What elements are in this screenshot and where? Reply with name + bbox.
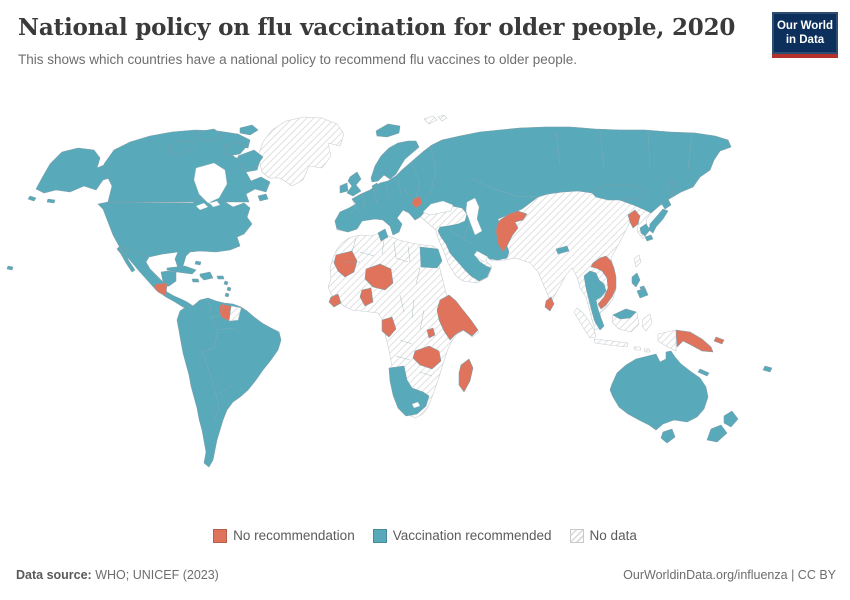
- owid-logo[interactable]: Our World in Data: [772, 12, 838, 58]
- region-nepal[interactable]: [555, 245, 570, 255]
- region-tasmania[interactable]: [660, 428, 676, 444]
- region-usa[interactable]: [97, 196, 253, 269]
- region-philippines[interactable]: [631, 272, 649, 299]
- region-caribbean-islands[interactable]: [166, 260, 232, 298]
- region-greenland[interactable]: [257, 116, 345, 187]
- great-lakes: [195, 200, 221, 211]
- region-gabon[interactable]: [381, 316, 397, 338]
- legend-swatch-no-data: [569, 528, 584, 543]
- legend-label-vaccination-recommended: Vaccination recommended: [392, 528, 552, 543]
- region-tunisia[interactable]: [377, 228, 389, 242]
- region-papua-new-guinea[interactable]: [675, 329, 725, 353]
- region-british-isles[interactable]: [339, 171, 362, 197]
- region-north-korea[interactable]: [627, 209, 641, 229]
- region-south-korea[interactable]: [639, 223, 651, 237]
- legend-item-no-data[interactable]: No data: [569, 528, 637, 543]
- legend-swatch-no-recommendation: [213, 528, 228, 543]
- map-legend: No recommendation Vaccination recommende…: [0, 528, 850, 543]
- black-sea: [422, 200, 454, 216]
- region-borneo-malaysia-strip[interactable]: [612, 308, 637, 320]
- data-source-label: Data source:: [16, 568, 92, 582]
- country-borders: [155, 130, 693, 421]
- region-sri-lanka[interactable]: [544, 296, 555, 312]
- footer-links: OurWorldinData.org/influenza | CC BY: [623, 568, 836, 582]
- region-thailand-malaysia[interactable]: [583, 270, 607, 331]
- region-rwanda[interactable]: [426, 327, 436, 339]
- data-source-line: Data source: WHO; UNICEF (2023): [16, 568, 219, 582]
- region-ethiopia-somalia[interactable]: [436, 294, 479, 341]
- footer: Data source: WHO; UNICEF (2023) OurWorld…: [0, 568, 850, 590]
- lesotho-enclave: [411, 401, 421, 409]
- region-mongolia[interactable]: [590, 183, 647, 201]
- region-zambia[interactable]: [412, 345, 442, 370]
- page-subtitle: This shows which countries have a nation…: [18, 52, 578, 67]
- region-alaska[interactable]: [27, 147, 114, 204]
- region-hawaii[interactable]: [6, 265, 14, 271]
- region-egypt[interactable]: [419, 246, 443, 269]
- region-australia[interactable]: [609, 350, 709, 431]
- region-nicaragua[interactable]: [153, 282, 168, 297]
- region-pacific-islands[interactable]: [697, 365, 773, 377]
- hudson-bay: [193, 162, 228, 204]
- license-link[interactable]: CC BY: [797, 568, 836, 582]
- owid-url-link[interactable]: OurWorldinData.org/influenza: [623, 568, 788, 582]
- region-moldova[interactable]: [411, 195, 423, 209]
- region-madagascar[interactable]: [458, 358, 474, 393]
- region-svalbard[interactable]: [423, 114, 448, 125]
- region-iceland[interactable]: [375, 123, 401, 138]
- legend-swatch-vaccination-recommended: [372, 528, 387, 543]
- persian-gulf: [473, 250, 489, 263]
- region-sierra-leone[interactable]: [328, 293, 342, 308]
- owid-logo-line2: in Data: [785, 34, 825, 47]
- region-south-america[interactable]: [176, 297, 282, 468]
- region-guyana[interactable]: [218, 303, 232, 322]
- region-sakhalin[interactable]: [666, 179, 676, 198]
- data-source-value: WHO; UNICEF (2023): [91, 568, 219, 582]
- caspian-sea: [465, 197, 483, 236]
- legend-item-vaccination-recommended[interactable]: Vaccination recommended: [372, 528, 552, 543]
- footer-separator: |: [787, 568, 798, 582]
- page-title: National policy on flu vaccination for o…: [18, 14, 736, 41]
- region-scandinavia[interactable]: [370, 140, 420, 192]
- region-laos-vietnam[interactable]: [590, 255, 617, 310]
- region-canadian-arctic-islands[interactable]: [167, 124, 264, 171]
- legend-label-no-recommendation: No recommendation: [233, 528, 355, 543]
- region-taiwan[interactable]: [633, 254, 642, 268]
- region-afghanistan-tajikistan[interactable]: [495, 210, 528, 253]
- region-ghana[interactable]: [359, 287, 374, 307]
- region-mexico-central-america[interactable]: [116, 245, 194, 311]
- region-new-zealand[interactable]: [706, 410, 739, 443]
- region-japan[interactable]: [644, 198, 672, 242]
- owid-logo-line1: Our World: [776, 20, 833, 32]
- region-mauritania[interactable]: [333, 250, 358, 278]
- legend-item-no-recommendation[interactable]: No recommendation: [213, 528, 355, 543]
- legend-label-no-data: No data: [589, 528, 637, 543]
- region-indonesia[interactable]: [573, 307, 677, 353]
- region-niger[interactable]: [364, 263, 394, 291]
